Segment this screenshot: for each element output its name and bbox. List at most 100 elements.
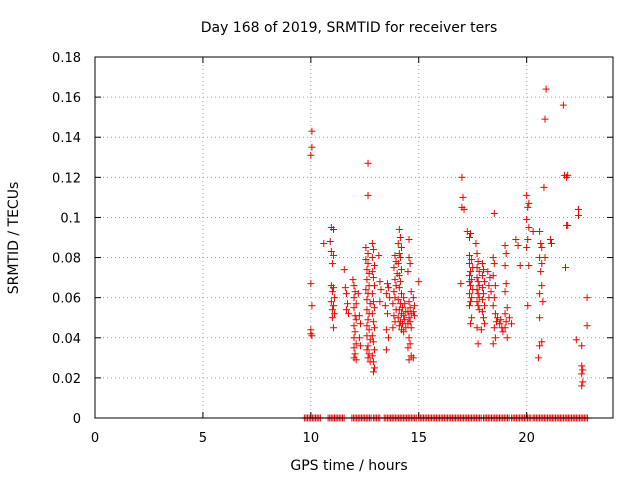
data-point: [541, 115, 549, 123]
data-point: [329, 284, 337, 292]
data-point: [524, 203, 532, 211]
data-point: [371, 304, 379, 312]
data-point: [352, 300, 360, 308]
data-point: [369, 298, 377, 306]
data-point: [474, 302, 482, 310]
data-point: [362, 286, 370, 294]
data-point: [409, 308, 417, 316]
data-point: [489, 272, 497, 280]
data-point: [307, 151, 315, 159]
y-tick-label: 0.08: [52, 252, 81, 267]
data-point: [542, 85, 550, 93]
data-point: [371, 262, 379, 270]
chart-title: Day 168 of 2019, SRMTID for receiver ter…: [201, 20, 498, 36]
data-point: [368, 240, 376, 248]
x-axis-label: GPS time / hours: [290, 458, 407, 474]
data-point: [491, 334, 499, 342]
data-point: [583, 294, 591, 302]
data-point: [485, 282, 493, 290]
data-point: [405, 314, 413, 322]
data-point: [574, 211, 582, 219]
data-point: [382, 346, 390, 354]
data-point: [395, 250, 403, 258]
data-point: [350, 344, 358, 352]
data-point: [525, 199, 533, 207]
data-point: [524, 236, 532, 244]
data-point: [474, 258, 482, 266]
data-point: [352, 340, 360, 348]
data-point: [536, 342, 544, 350]
data-point: [355, 312, 363, 320]
data-point: [525, 223, 533, 231]
data-point: [364, 354, 372, 362]
data-point: [351, 328, 359, 336]
data-point: [308, 127, 316, 135]
data-point: [503, 334, 511, 342]
data-point: [460, 205, 468, 213]
data-point: [341, 284, 349, 292]
data-point: [405, 254, 413, 262]
data-point: [535, 354, 543, 362]
data-point: [415, 278, 423, 286]
data-point: [478, 260, 486, 268]
data-point: [354, 290, 362, 298]
data-point: [523, 215, 531, 223]
data-point: [538, 244, 546, 252]
data-point: [385, 284, 393, 292]
data-point: [307, 280, 315, 288]
data-point: [356, 320, 364, 328]
data-point: [523, 191, 531, 199]
data-point: [328, 288, 336, 296]
data-point: [362, 244, 370, 252]
data-point: [529, 227, 537, 235]
data-point: [363, 322, 371, 330]
data-point: [474, 340, 482, 348]
data-point: [489, 302, 497, 310]
x-tick-label: 15: [410, 431, 427, 446]
data-point: [480, 314, 487, 322]
data-point: [397, 266, 405, 274]
data-point: [501, 310, 509, 318]
data-point: [356, 342, 364, 350]
data-point: [383, 280, 391, 288]
data-point: [457, 280, 465, 288]
data-point: [329, 252, 337, 260]
data-point: [499, 328, 507, 336]
data-point: [371, 324, 379, 332]
data-point: [512, 236, 520, 244]
data-point: [537, 268, 545, 276]
data-point: [490, 294, 498, 302]
y-tick-label: 0.18: [52, 51, 81, 66]
data-point: [480, 266, 487, 274]
data-point: [501, 242, 509, 250]
data-point: [538, 260, 546, 268]
data-point: [539, 298, 547, 306]
data-point: [389, 324, 397, 332]
data-point: [502, 280, 510, 288]
data-point: [465, 290, 473, 298]
data-point: [328, 306, 336, 314]
data-point: [376, 278, 384, 286]
y-tick-label: 0.1: [60, 211, 81, 226]
data-point: [579, 366, 587, 374]
data-point: [364, 342, 372, 350]
data-point: [369, 274, 377, 282]
data-point: [382, 290, 390, 298]
data-point: [349, 276, 357, 284]
data-point: [390, 312, 398, 320]
data-point: [399, 304, 407, 312]
data-point: [352, 356, 360, 364]
data-points: [307, 85, 591, 390]
data-point: [574, 205, 582, 213]
data-point: [407, 324, 415, 332]
data-point: [377, 286, 385, 294]
data-point: [407, 288, 415, 296]
data-point: [481, 278, 489, 286]
data-point: [410, 312, 418, 320]
data-point: [401, 316, 409, 324]
data-point: [465, 278, 473, 286]
data-point: [329, 302, 337, 310]
data-point: [484, 268, 492, 276]
data-point: [406, 304, 414, 312]
